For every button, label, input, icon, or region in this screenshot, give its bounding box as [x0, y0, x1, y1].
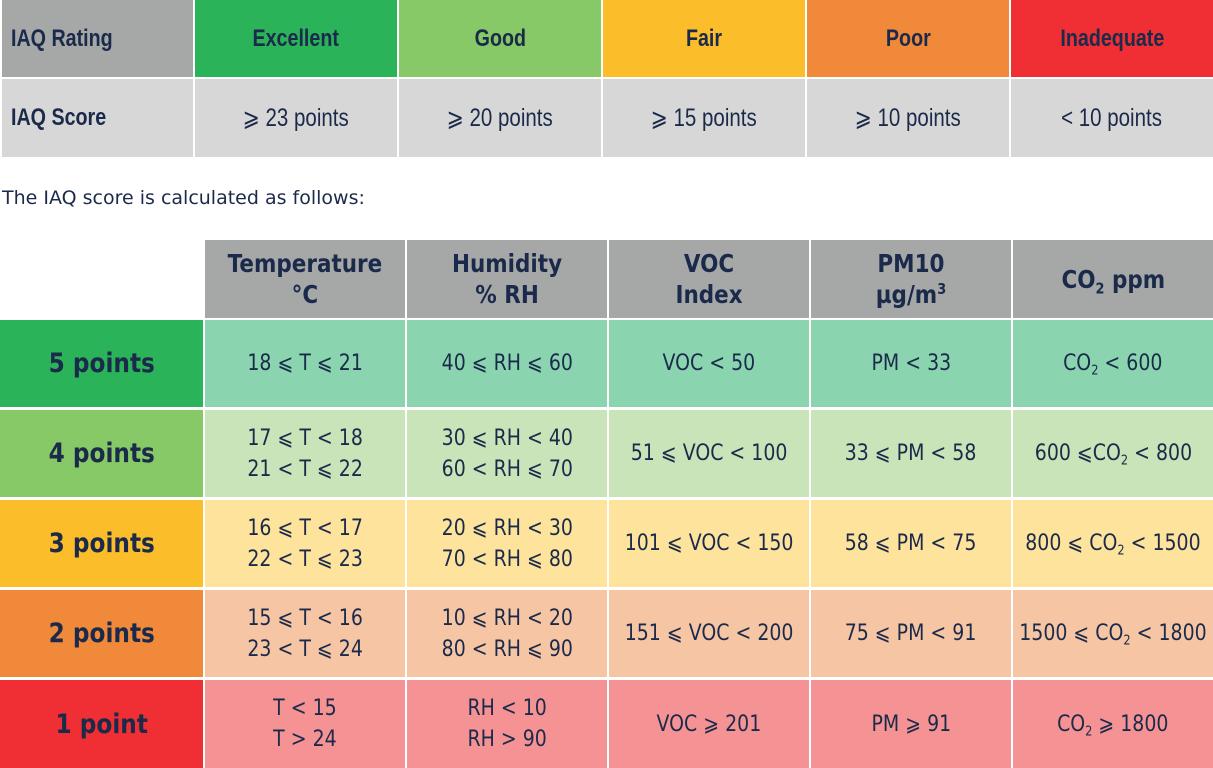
co2-range: CO2 ⩾ 1800 — [1057, 711, 1169, 740]
header-text: Temperature °C — [227, 249, 383, 309]
co2-cell: 600 ⩽CO2 < 800 — [1013, 410, 1213, 497]
score-cell: < 10 points — [1011, 79, 1213, 157]
co2-cell: 800 ⩽ CO2 < 1500 — [1013, 500, 1213, 587]
co2-cell: CO2 ⩾ 1800 — [1013, 680, 1213, 768]
points-label: 1 point — [55, 708, 148, 740]
points-row-label: 2 points — [0, 590, 203, 677]
column-header: VOC Index — [609, 240, 809, 318]
score-value: ⩾ 10 points — [854, 104, 962, 132]
points-row-label: 4 points — [0, 410, 203, 497]
points-label: 5 points — [48, 348, 155, 379]
intro-text: The IAQ score is calculated as follows: — [2, 187, 365, 209]
temperature-cell: 17 ⩽ T < 18 21 < T ⩽ 22 — [205, 410, 405, 497]
temperature-range: 16 ⩽ T < 17 22 < T ⩽ 23 — [247, 515, 363, 572]
score-row-label-text: IAQ Score — [11, 104, 107, 131]
pm10-cell: 33 ⩽ PM < 58 — [811, 410, 1011, 497]
rating-excellent: Excellent — [195, 0, 397, 77]
points-row-label: 5 points — [0, 320, 203, 407]
rating-label: Inadequate — [1060, 24, 1164, 52]
score-cell: ⩾ 20 points — [399, 79, 601, 157]
column-header: PM10 µg/m3 — [811, 240, 1011, 318]
pm10-range: 33 ⩽ PM < 58 — [845, 441, 977, 466]
header-co2: CO2 ppm — [1061, 264, 1165, 297]
pm10-cell: PM ⩾ 91 — [811, 680, 1011, 768]
points-row-label: 3 points — [0, 500, 203, 587]
temperature-cell: 16 ⩽ T < 17 22 < T ⩽ 23 — [205, 500, 405, 587]
temperature-cell: 18 ⩽ T ⩽ 21 — [205, 320, 405, 407]
humidity-range: 30 ⩽ RH < 40 60 < RH ⩽ 70 — [441, 425, 573, 482]
header-text: Humidity% RH — [451, 249, 563, 309]
column-header: CO2 ppm — [1013, 240, 1213, 318]
rating-good: Good — [399, 0, 601, 77]
pm10-range: PM ⩾ 91 — [871, 711, 951, 737]
rating-inadequate: Inadequate — [1011, 0, 1213, 77]
voc-cell: 151 ⩽ VOC < 200 — [609, 590, 809, 677]
rating-poor: Poor — [807, 0, 1009, 77]
temperature-range: T < 15 T > 24 — [273, 696, 337, 752]
temperature-range: 18 ⩽ T ⩽ 21 — [247, 351, 363, 376]
humidity-range: 20 ⩽ RH < 30 70 < RH ⩽ 80 — [441, 515, 573, 572]
temperature-cell: T < 15 T > 24 — [205, 680, 405, 768]
pm10-range: 75 ⩽ PM < 91 — [845, 621, 977, 646]
co2-cell: 1500 ⩽ CO2 < 1800 — [1013, 590, 1213, 677]
co2-range: 600 ⩽CO2 < 800 — [1034, 441, 1192, 469]
temperature-cell: 15 ⩽ T < 16 23 < T ⩽ 24 — [205, 590, 405, 677]
voc-range: VOC ⩾ 201 — [656, 711, 762, 737]
rating-label: Fair — [685, 24, 723, 52]
humidity-range: RH < 10 RH > 90 — [467, 696, 547, 752]
co2-range: 800 ⩽ CO2 < 1500 — [1025, 531, 1201, 559]
voc-range: VOC < 50 — [662, 351, 756, 376]
score-value: ⩾ 20 points — [446, 104, 554, 132]
header-text: VOC Index — [675, 249, 743, 309]
temperature-range: 15 ⩽ T < 16 23 < T ⩽ 24 — [247, 605, 363, 662]
score-value: < 10 points — [1061, 103, 1163, 132]
humidity-cell: 20 ⩽ RH < 30 70 < RH ⩽ 80 — [407, 500, 607, 587]
voc-cell: VOC < 50 — [609, 320, 809, 407]
points-label: 2 points — [48, 618, 155, 649]
score-value: ⩾ 15 points — [650, 104, 758, 132]
humidity-cell: 10 ⩽ RH < 20 80 < RH ⩽ 90 — [407, 590, 607, 677]
rating-label: Good — [474, 24, 526, 52]
rating-label: Poor — [885, 24, 931, 52]
humidity-cell: 40 ⩽ RH ⩽ 60 — [407, 320, 607, 407]
pm10-cell: 58 ⩽ PM < 75 — [811, 500, 1011, 587]
humidity-cell: 30 ⩽ RH < 40 60 < RH ⩽ 70 — [407, 410, 607, 497]
co2-cell: CO2 < 600 — [1013, 320, 1213, 407]
voc-cell: 51 ⩽ VOC < 100 — [609, 410, 809, 497]
rating-row-label: IAQ Rating — [2, 0, 193, 77]
voc-range: 51 ⩽ VOC < 100 — [630, 441, 788, 466]
column-header: Humidity% RH — [407, 240, 607, 318]
temperature-range: 17 ⩽ T < 18 21 < T ⩽ 22 — [247, 425, 363, 482]
rating-label: Excellent — [252, 24, 340, 52]
score-cell: ⩾ 23 points — [195, 79, 397, 157]
voc-range: 151 ⩽ VOC < 200 — [624, 621, 794, 646]
rating-row-label-text: IAQ Rating — [11, 24, 113, 52]
co2-range: 1500 ⩽ CO2 < 1800 — [1019, 621, 1207, 649]
score-cell: ⩾ 15 points — [603, 79, 805, 157]
voc-cell: 101 ⩽ VOC < 150 — [609, 500, 809, 587]
voc-cell: VOC ⩾ 201 — [609, 680, 809, 768]
pm10-range: 58 ⩽ PM < 75 — [845, 531, 977, 556]
points-label: 3 points — [48, 528, 155, 559]
pm10-cell: PM < 33 — [811, 320, 1011, 407]
pm10-cell: 75 ⩽ PM < 91 — [811, 590, 1011, 677]
points-label: 4 points — [48, 438, 155, 469]
humidity-range: 40 ⩽ RH ⩽ 60 — [441, 351, 573, 376]
voc-range: 101 ⩽ VOC < 150 — [624, 531, 794, 556]
points-row-label: 1 point — [0, 680, 203, 768]
rating-fair: Fair — [603, 0, 805, 77]
co2-range: CO2 < 600 — [1063, 351, 1163, 379]
humidity-cell: RH < 10 RH > 90 — [407, 680, 607, 768]
pm10-range: PM < 33 — [871, 351, 951, 376]
score-value: ⩾ 23 points — [242, 104, 350, 132]
humidity-range: 10 ⩽ RH < 20 80 < RH ⩽ 90 — [441, 605, 573, 662]
column-header: Temperature °C — [205, 240, 405, 318]
score-row-label: IAQ Score — [2, 79, 193, 157]
header-text: PM10 µg/m3 — [875, 249, 947, 309]
score-cell: ⩾ 10 points — [807, 79, 1009, 157]
